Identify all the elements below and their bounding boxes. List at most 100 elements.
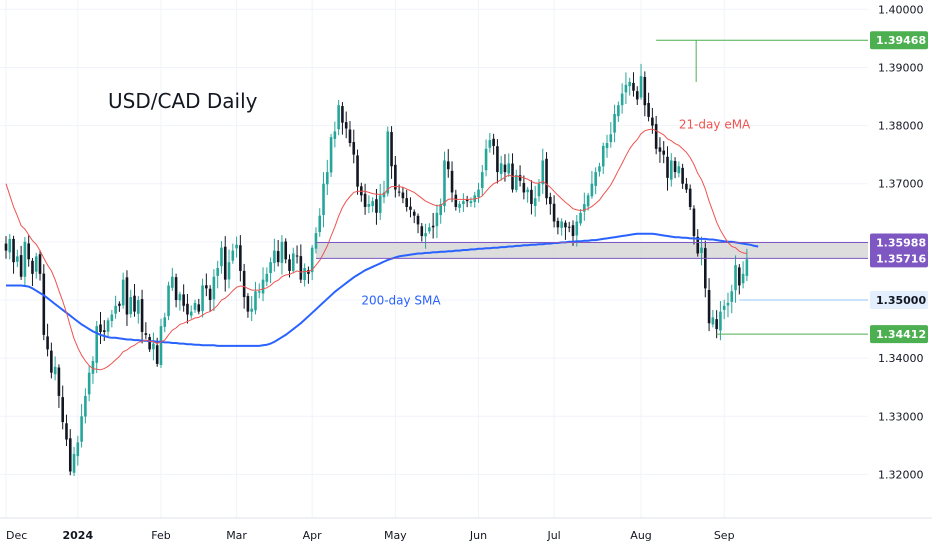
candle-body [333, 131, 337, 139]
candle-body [715, 319, 718, 330]
candle [734, 255, 737, 303]
candle [227, 249, 231, 289]
candle-body [439, 204, 442, 216]
candle-body [503, 164, 507, 173]
candle-body [632, 82, 635, 91]
candle [167, 281, 170, 321]
candle [193, 299, 197, 313]
candle [333, 121, 337, 148]
candle-body [424, 233, 427, 237]
candle [220, 240, 223, 274]
y-tick-label: 1.34000 [878, 352, 924, 365]
candle-body [378, 195, 382, 214]
candle-body [673, 161, 677, 173]
candle [152, 332, 155, 361]
annotation-label: 200-day SMA [361, 294, 441, 308]
candle-body [4, 243, 8, 251]
x-tick-label: Jun [469, 529, 487, 542]
candle-body [137, 299, 140, 314]
candle [284, 238, 288, 264]
y-tick-label: 1.40000 [878, 3, 924, 16]
candle [201, 278, 204, 318]
price-level[interactable]: 1.35988 [315, 233, 928, 252]
candle [462, 193, 465, 212]
candle-body [628, 81, 631, 87]
candle [420, 223, 424, 242]
candle-body [382, 192, 386, 198]
candle [68, 429, 72, 476]
candle [250, 296, 253, 321]
candle [137, 296, 140, 324]
candle [688, 184, 692, 211]
x-tick-label: Apr [303, 529, 323, 542]
candle-body [707, 290, 711, 324]
candle [246, 293, 250, 318]
candle-body [280, 241, 284, 263]
candle [61, 385, 64, 430]
level-label: 1.35988 [876, 237, 926, 250]
candle-body [42, 273, 46, 335]
candle-body [257, 291, 261, 293]
time-axis[interactable]: Dec 2024 Feb Mar Apr May Jun Jul Aug Sep [0, 517, 932, 542]
candle [726, 292, 730, 318]
candle-body [741, 273, 745, 284]
price-level[interactable]: 1.39468 [656, 31, 928, 50]
x-tick-label: Jul [546, 529, 560, 542]
candle-body [171, 276, 174, 288]
candle-body [443, 160, 446, 207]
candle [518, 165, 522, 187]
candle [159, 318, 163, 368]
candle-body [484, 148, 488, 171]
candle-body [23, 241, 27, 277]
candle-body [507, 163, 511, 174]
candle-body [318, 215, 322, 233]
candle [515, 169, 518, 193]
candle [269, 257, 272, 284]
candle [405, 189, 408, 212]
candle [23, 237, 27, 287]
candle [257, 283, 261, 299]
candle [488, 132, 492, 153]
candle [741, 261, 745, 289]
candle [567, 221, 571, 233]
candle-body [696, 236, 700, 254]
candle [42, 264, 46, 341]
annotations: 21-day eMA 200-day SMA [361, 117, 751, 307]
candle-body [76, 442, 80, 457]
candle [530, 180, 533, 215]
candle-body [348, 129, 352, 144]
candle [647, 92, 650, 122]
y-tick-label: 1.32000 [878, 468, 924, 481]
candle-body [182, 294, 185, 306]
price-level[interactable]: 1.35000 [739, 290, 928, 309]
candle [216, 260, 219, 289]
candle [34, 252, 38, 279]
candle-body [488, 140, 492, 148]
level-label: 1.34412 [876, 328, 926, 341]
price-axis[interactable]: 1.400001.390001.380001.370001.360001.350… [868, 0, 932, 550]
price-level[interactable]: 1.35716 [315, 249, 928, 268]
candle-body [522, 182, 526, 193]
candle [594, 167, 597, 195]
candle-body [726, 302, 730, 306]
candle-body [34, 256, 38, 272]
candle-body [197, 304, 201, 312]
candle-body [386, 131, 390, 194]
candle [356, 149, 359, 195]
candle [50, 342, 53, 379]
price-levels: 1.39468 1.35988 1.35716 1.35000 1.34412 [315, 31, 928, 344]
price-level[interactable]: 1.34412 [716, 325, 928, 344]
candle-body [545, 158, 548, 199]
candle-body [635, 91, 639, 100]
candle-body [91, 361, 95, 374]
candle-body [235, 244, 238, 249]
candle-body [435, 212, 439, 227]
candle-body [265, 273, 269, 282]
candle [564, 220, 567, 240]
candle-body [12, 238, 15, 263]
level-tag [870, 290, 928, 309]
candle-body [189, 311, 193, 316]
candle-body [541, 160, 545, 185]
candle-body [624, 84, 628, 93]
